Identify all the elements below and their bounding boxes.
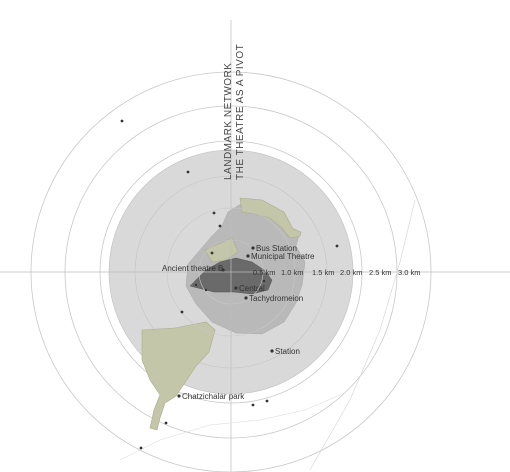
dot-bus-station (251, 246, 255, 250)
distance-scale: 0.5 km 1.0 km 1.5 km 2.0 km 2.5 km 3.0 k… (253, 268, 421, 277)
label-park: Chatzichalar park (182, 392, 245, 401)
coast-line (119, 394, 341, 461)
dot-landmark (204, 288, 208, 292)
dot-landmark (210, 251, 214, 255)
dot-landmark (194, 283, 198, 287)
distance-label: 2.0 km (340, 268, 363, 277)
green-area-west (141, 321, 216, 431)
map-title: LANDMARK NETWORK THE THEATRE AS A PIVOT (223, 44, 246, 180)
title-line-2: THE THEATRE AS A PIVOT (235, 44, 246, 180)
dot-tachydromeion (244, 296, 248, 300)
label-bus-station: Bus Station (256, 244, 297, 253)
dot-landmark (218, 224, 222, 228)
dot-landmark (251, 403, 255, 407)
label-central: Central (239, 284, 265, 293)
dot-landmark (139, 446, 143, 450)
dot-ancient-theatre (221, 268, 225, 272)
dot-municipal-theatre (246, 254, 250, 258)
label-tachydromeion: Tachydromeion (249, 294, 303, 303)
dot-park (177, 394, 181, 398)
dot-landmark (120, 119, 124, 123)
dot-landmark (212, 211, 216, 215)
distance-label: 0.5 km (253, 268, 276, 277)
distance-label: 2.5 km (369, 268, 392, 277)
dot-station (270, 349, 274, 353)
label-station: Station (275, 347, 300, 356)
distance-label: 3.0 km (398, 268, 421, 277)
title-line-1: LANDMARK NETWORK (223, 63, 234, 180)
label-municipal-theatre: Municipal Theatre (251, 252, 315, 261)
dot-landmark (265, 399, 269, 403)
green-area-ne (239, 197, 302, 239)
dot-landmark (164, 421, 168, 425)
label-ancient-theatre: Ancient theatre B (162, 264, 223, 273)
dot-landmark (186, 170, 190, 174)
distance-label: 1.5 km (312, 268, 335, 277)
dot-landmark (262, 279, 266, 283)
landmark-dots (120, 119, 339, 450)
distance-label: 1.0 km (281, 268, 304, 277)
dot-landmark (335, 244, 339, 248)
rail-line (309, 199, 416, 471)
dot-landmark (180, 310, 184, 314)
dot-central (234, 286, 238, 290)
